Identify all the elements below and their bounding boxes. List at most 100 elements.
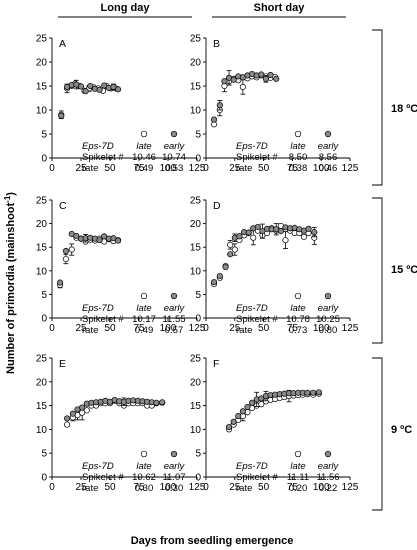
panel-b-late-spikelet-value: 8.50 (289, 152, 308, 163)
panel-f-rate-label: rate (236, 483, 252, 494)
panel-c-rate-label: rate (82, 325, 98, 336)
panel-d-early-point (277, 228, 284, 235)
panel-b-late-point (239, 83, 246, 91)
panel-b-rate-label: rate (236, 163, 252, 174)
panel-b-x-tick-label: 0 (203, 163, 209, 174)
panel-c-early-rate-value: 0.57 (165, 325, 184, 336)
panel-f-x-tick-label: 0 (203, 482, 209, 493)
panel-d-y-tick-label: 5 (195, 290, 201, 301)
y-axis-title-tail: ) (5, 192, 17, 196)
panel-d-early-spikelet-value: 10.25 (316, 314, 340, 325)
row-bracket-15 (372, 197, 383, 344)
panel-a-legend-late-label: late (136, 141, 151, 152)
panel-c-early-point (57, 279, 64, 286)
panel-b-y-tick-label: 0 (195, 154, 201, 165)
panel-c-gene-label: Eps-7D (82, 303, 114, 314)
panel-c-x-tick-label: 50 (104, 323, 116, 334)
panel-e-legend-late-marker (140, 450, 148, 458)
panel-b-x-tick-label: 100 (313, 163, 330, 174)
panel-f-x-tick-label: 25 (229, 482, 241, 493)
panel-c-x-tick-label: 125 (189, 323, 206, 334)
panel-a-early-spikelet-value: 10.74 (162, 152, 186, 163)
panel-d-late-point (300, 233, 307, 240)
panel-c-y-tick-label: 5 (41, 290, 47, 301)
panel-e-y-tick-label: 5 (41, 449, 47, 460)
panel-e-early-point (64, 415, 71, 422)
panel-c-early-spikelet-value: 11.55 (162, 314, 185, 325)
panel-a-early-point (58, 112, 65, 119)
panel-d-legend-early-marker (324, 292, 332, 300)
panel-a-early-point (96, 86, 103, 93)
panel-b-spikelet-label: Spikelet # (236, 152, 278, 163)
panel-f-y-tick-label: 0 (195, 473, 201, 484)
panel-a-early-rate-value: 0.53 (165, 163, 184, 174)
panel-f-early-point (310, 389, 317, 396)
panel-d-x-tick-label: 25 (229, 323, 241, 334)
panel-d-early-point (245, 229, 252, 236)
panel-c-early-point (73, 232, 80, 239)
panel-f-x-tick-label: 75 (287, 482, 299, 493)
panel-d-early-point (254, 223, 261, 230)
panel-e-late-spikelet-value: 10.62 (132, 472, 156, 483)
panel-b-x-tick-label: 50 (258, 163, 270, 174)
panel-e-early-point (79, 404, 86, 411)
panel-b-early-point (262, 75, 269, 82)
panel-f-y-tick-label: 20 (190, 377, 202, 388)
panel-b-early-point (221, 78, 228, 85)
panel-a-y-tick-label: 15 (36, 82, 48, 93)
panel-d-legend-early-label: early (318, 303, 340, 314)
panel-f-y-tick-label: 25 (190, 354, 202, 365)
panel-a-x-tick-label: 75 (133, 163, 145, 174)
panel-a-early-point (110, 83, 117, 91)
panel-a-spikelet-label: Spikelet # (82, 152, 124, 163)
panel-c-early-point (110, 235, 117, 242)
panel-b-legend-late-marker (294, 130, 302, 138)
panel-e-y-tick-label: 20 (36, 377, 48, 388)
panel-d-late-rate-value: 0.73 (289, 325, 308, 336)
panel-f: 0 5 10 15 20 25 0 25 50 75 100 125 F Eps-7D late early S… (190, 354, 359, 495)
panel-e-x-tick-label: 75 (133, 482, 145, 493)
panel-f-early-point (315, 389, 322, 396)
panel-c-spikelet-label: Spikelet # (82, 314, 124, 325)
panel-c-late-spikelet-value: 10.17 (132, 314, 156, 325)
panel-d-x-tick-label: 0 (203, 323, 209, 334)
panel-d-letter: D (213, 200, 221, 212)
panel-e-early-point (69, 410, 76, 417)
panel-a-legend-late-marker (140, 130, 148, 138)
panel-f-legend-early-marker (324, 450, 332, 458)
panel-b-early-point (230, 76, 237, 83)
panel-f-early-point (249, 399, 256, 406)
panel-f-legend-late-marker (294, 450, 302, 458)
panel-a-y-tick-label: 5 (41, 130, 47, 141)
panel-d-x-tick-label: 50 (258, 323, 270, 334)
panel-e-y-tick-label: 0 (41, 473, 47, 484)
panel-d-early-point (236, 233, 243, 240)
panel-d-spikelet-label: Spikelet # (236, 314, 278, 325)
panel-f-letter: F (213, 358, 219, 370)
panel-a-letter: A (59, 38, 66, 50)
panel-e-early-point (159, 399, 166, 406)
panel-c-y-tick-label: 25 (36, 196, 48, 207)
panel-f-y-tick-label: 10 (190, 425, 202, 436)
col-header-short-day: Short day (254, 2, 306, 14)
panel-c-x-tick-label: 0 (49, 323, 55, 334)
panel-f-x-tick-label: 50 (258, 482, 270, 493)
panel-d-early-point (305, 225, 312, 232)
panel-a-y-tick-label: 25 (36, 34, 48, 45)
panel-e-x-tick-label: 25 (75, 482, 87, 493)
panel-b-early-rate-value: 0.46 (319, 163, 338, 174)
y-axis-title: Number of primordia (mainshoot-1) (3, 192, 17, 374)
panel-e-y-tick-label: 10 (36, 425, 48, 436)
panel-b-early-point (258, 71, 265, 78)
panel-b-x-tick-label: 125 (342, 163, 359, 174)
panel-e-y-tick-label: 15 (36, 401, 48, 412)
panel-c-legend-early-label: early (164, 303, 186, 314)
panel-e-rate-label: rate (82, 483, 98, 494)
panel-b-x-tick-label: 25 (229, 163, 241, 174)
panel-f-x-tick-label: 125 (342, 482, 359, 493)
panel-a-early-point (82, 88, 89, 95)
